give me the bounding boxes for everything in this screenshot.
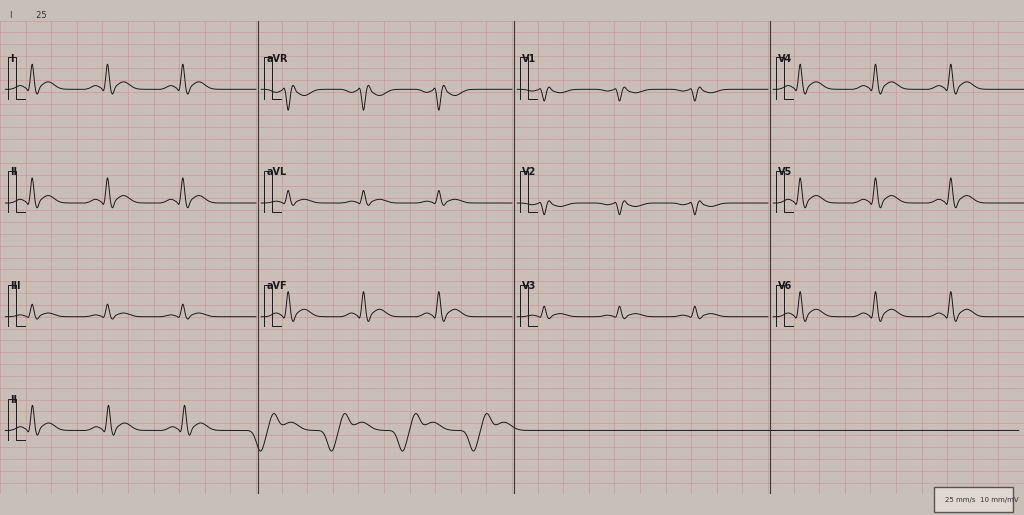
Text: V3: V3 — [522, 281, 537, 291]
Text: III: III — [10, 281, 20, 291]
Text: V5: V5 — [778, 167, 793, 178]
Text: V4: V4 — [778, 54, 793, 64]
Text: 25 mm/s  10 mm/mV: 25 mm/s 10 mm/mV — [945, 496, 1019, 503]
Text: I: I — [10, 54, 13, 64]
Text: V6: V6 — [778, 281, 793, 291]
Text: I         25: I 25 — [10, 11, 47, 20]
Text: II: II — [10, 395, 17, 405]
Bar — [934, 487, 1013, 512]
Text: II: II — [10, 167, 17, 178]
Text: V1: V1 — [522, 54, 537, 64]
Text: aVF: aVF — [266, 281, 287, 291]
Text: aVL: aVL — [266, 167, 287, 178]
Text: V2: V2 — [522, 167, 537, 178]
Text: aVR: aVR — [266, 54, 288, 64]
